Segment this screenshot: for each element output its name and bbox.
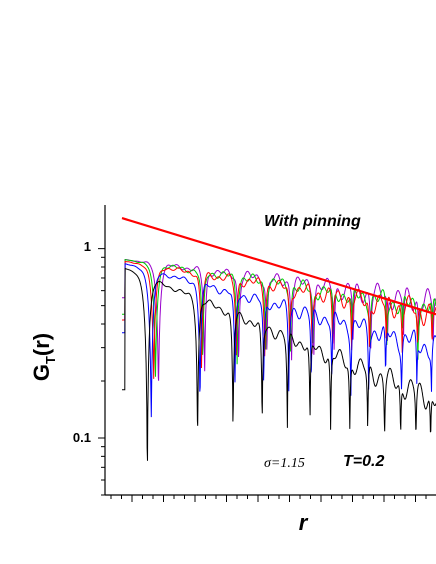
y-axis-label-tail: (r) bbox=[29, 333, 54, 356]
fit-line bbox=[121, 217, 436, 316]
series-line-4 bbox=[122, 267, 436, 461]
x-axis-label: r bbox=[299, 510, 309, 535]
series-line-1 bbox=[122, 259, 436, 377]
annotation-temperature: T=0.2 bbox=[343, 453, 384, 470]
y-axis-label-main: G bbox=[29, 364, 54, 381]
annotation-sigma: σ=1.15 bbox=[264, 456, 305, 471]
y-tick-label-1: 1 bbox=[84, 239, 91, 254]
annotation-with-pinning: With pinning bbox=[264, 213, 361, 230]
series-layer bbox=[122, 259, 436, 461]
ticks-layer bbox=[98, 248, 427, 502]
fit-layer bbox=[121, 217, 436, 316]
y-axis-label: GT(r) bbox=[29, 333, 58, 381]
series-line-3 bbox=[122, 263, 436, 418]
y-tick-label-0-1: 0.1 bbox=[73, 430, 91, 445]
svg-text:GT(r): GT(r) bbox=[29, 333, 58, 381]
series-line-2 bbox=[122, 260, 436, 379]
y-axis-label-sub: T bbox=[43, 356, 58, 364]
